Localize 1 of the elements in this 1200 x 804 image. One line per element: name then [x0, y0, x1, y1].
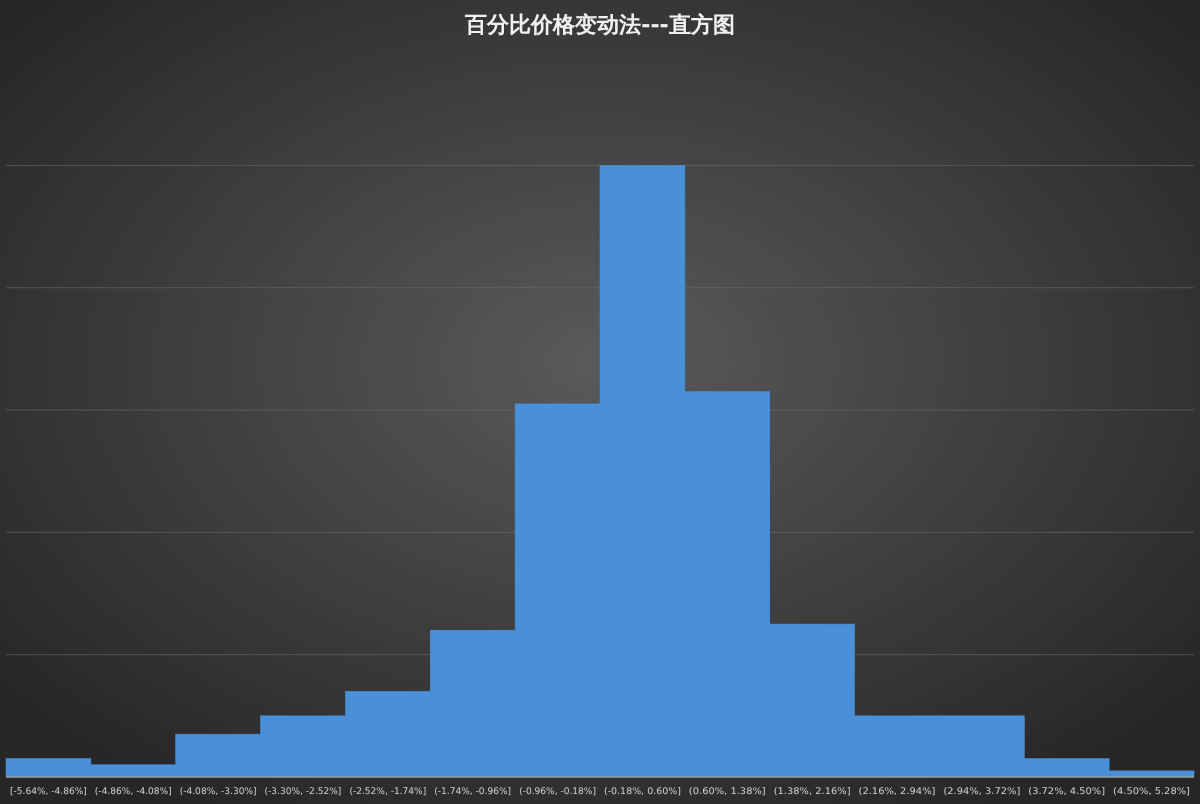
chart-title: 百分比价格变动法---直方图	[463, 12, 735, 38]
